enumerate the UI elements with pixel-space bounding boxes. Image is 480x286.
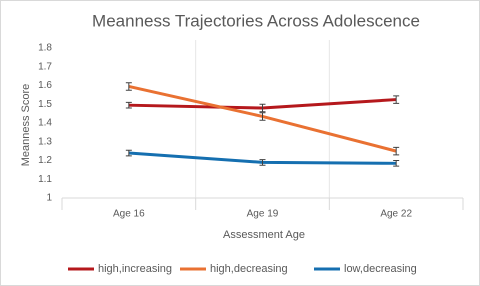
y-tick-label: 1.8 [38, 43, 52, 54]
legend-label: high,increasing [98, 263, 172, 275]
y-tick-label: 1.6 [38, 80, 52, 91]
x-tick-label: Age 22 [380, 209, 412, 220]
error-bar [393, 95, 400, 104]
x-tick-label: Age 16 [113, 209, 145, 220]
x-tick-label: Age 19 [247, 209, 279, 220]
y-tick-label: 1 [46, 193, 52, 204]
error-bar [125, 82, 132, 91]
legend-label: low,decreasing [344, 263, 417, 275]
error-bar [125, 101, 132, 109]
y-tick-label: 1.5 [38, 99, 52, 110]
y-tick-label: 1.3 [38, 136, 52, 147]
error-bar [259, 159, 266, 166]
y-tick-label: 1.7 [38, 61, 52, 72]
y-tick-label: 1.1 [38, 174, 52, 185]
legend-label: high,decreasing [210, 263, 288, 275]
y-axis-title: Meanness Score [20, 84, 32, 167]
error-bar [259, 112, 266, 121]
chart-title: Meanness Trajectories Across Adolescence [92, 11, 420, 30]
error-bar [393, 160, 400, 167]
error-bar [259, 103, 266, 113]
y-tick-label: 1.2 [38, 155, 52, 166]
error-bar [125, 149, 132, 157]
y-tick-label: 1.4 [38, 118, 52, 129]
x-axis-title: Assessment Age [223, 229, 305, 241]
error-bar [393, 146, 400, 156]
